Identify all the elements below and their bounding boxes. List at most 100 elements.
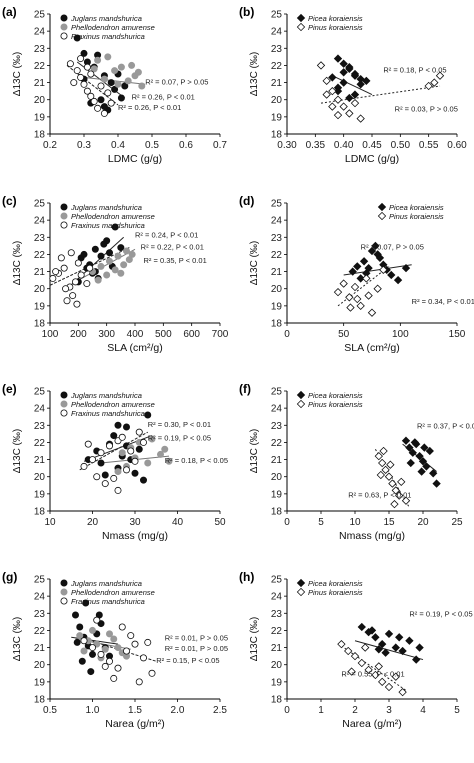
data-point xyxy=(135,678,143,686)
data-point xyxy=(148,669,156,677)
data-point xyxy=(435,71,445,80)
data-point xyxy=(131,640,139,648)
data-point xyxy=(359,257,369,266)
y-axis-label: Δ13C (‰) xyxy=(249,241,260,285)
legend-marker xyxy=(296,13,306,23)
stat-annotation: R² = 0.37, P < 0.01 xyxy=(417,422,474,431)
y-tick-label: 25 xyxy=(34,387,46,398)
y-tick-label: 24 xyxy=(271,404,283,415)
legend-label: Fraxinus mandshurica xyxy=(71,409,145,418)
data-point xyxy=(410,438,420,447)
data-point xyxy=(101,662,109,670)
data-point xyxy=(114,80,122,88)
x-tick-label: 5 xyxy=(318,517,324,528)
y-tick-label: 25 xyxy=(271,10,283,21)
y-tick-label: 25 xyxy=(271,199,283,210)
legend-label: Picea koraiensis xyxy=(308,579,363,588)
fit-line xyxy=(354,640,424,661)
data-point xyxy=(328,86,337,96)
y-tick-label: 21 xyxy=(271,267,283,278)
y-tick-label: 24 xyxy=(271,216,283,227)
data-point xyxy=(101,645,109,653)
data-point xyxy=(76,632,84,640)
y-tick-label: 22 xyxy=(34,626,46,637)
x-tick-label: 0 xyxy=(284,517,290,528)
x-tick-label: 20 xyxy=(87,517,99,528)
data-series xyxy=(84,411,152,484)
data-point xyxy=(322,76,331,86)
data-point xyxy=(123,466,131,474)
x-tick-label: 0.2 xyxy=(43,140,57,151)
legend-marker xyxy=(377,211,387,221)
data-point xyxy=(80,80,88,88)
data-point xyxy=(125,256,133,264)
x-tick-label: 2 xyxy=(352,705,358,716)
panel-label: (h) xyxy=(239,570,254,584)
data-point xyxy=(110,674,118,682)
x-axis-label: LDMC (g/g) xyxy=(108,153,162,165)
data-point xyxy=(138,82,146,90)
data-point xyxy=(375,253,385,263)
data-point xyxy=(89,456,97,464)
y-tick-label: 20 xyxy=(34,660,46,671)
legend-label: Phellodendron amurense xyxy=(71,400,155,409)
y-axis-label: Δ13C (‰) xyxy=(249,52,260,96)
data-point xyxy=(361,643,370,652)
data-point xyxy=(100,103,108,111)
y-tick-label: 21 xyxy=(34,643,46,654)
y-tick-label: 19 xyxy=(271,301,283,312)
data-point xyxy=(353,294,362,304)
data-point xyxy=(117,269,125,277)
data-point xyxy=(114,486,122,494)
data-point xyxy=(87,70,95,78)
data-point xyxy=(97,96,105,104)
data-point xyxy=(333,54,343,63)
data-point xyxy=(344,646,353,656)
data-point xyxy=(322,90,331,99)
data-point xyxy=(422,462,431,471)
x-tick-label: 40 xyxy=(172,517,184,528)
legend-label: Juglans mandshurica xyxy=(70,14,142,23)
data-point xyxy=(347,667,356,676)
panel-label: (f) xyxy=(239,382,251,396)
data-point xyxy=(395,491,404,500)
data-point xyxy=(401,496,411,505)
data-point xyxy=(384,629,394,639)
data-point xyxy=(111,266,119,274)
data-point xyxy=(101,471,109,479)
data-point xyxy=(328,102,337,111)
y-tick-label: 23 xyxy=(271,609,283,620)
data-point xyxy=(104,53,112,61)
data-point xyxy=(110,474,118,482)
data-point xyxy=(350,71,360,80)
y-tick-label: 22 xyxy=(271,61,283,72)
data-point xyxy=(415,451,424,461)
data-point xyxy=(80,637,88,645)
data-point xyxy=(348,267,357,276)
data-point xyxy=(350,98,360,108)
x-tick-label: 0.55 xyxy=(419,140,439,151)
legend-label: Fraxinus mandshurica xyxy=(71,597,145,606)
data-point xyxy=(333,287,343,297)
data-point xyxy=(114,252,122,260)
stat-annotation: R² = 0.19, P < 0.05 xyxy=(409,610,472,619)
data-point xyxy=(121,82,129,90)
y-tick-label: 22 xyxy=(34,250,46,261)
data-point xyxy=(391,486,400,495)
data-point xyxy=(114,664,122,672)
y-tick-label: 23 xyxy=(271,233,283,244)
x-tick-label: 0.6 xyxy=(179,140,193,151)
data-point xyxy=(70,79,78,87)
legend-label: Fraxinus mandshurica xyxy=(71,32,145,41)
data-series xyxy=(348,241,411,285)
data-point xyxy=(77,55,85,63)
data-point xyxy=(339,59,348,68)
data-point xyxy=(77,271,85,279)
x-axis-label: LDMC (g/g) xyxy=(345,153,399,165)
data-point xyxy=(387,270,396,280)
data-point xyxy=(123,423,131,431)
stat-annotation: R² = 0.18, P < 0.05 xyxy=(165,456,228,465)
stat-annotation: R² = 0.63, P < 0.01 xyxy=(348,490,411,499)
data-point xyxy=(135,445,143,453)
y-tick-label: 24 xyxy=(34,592,46,603)
